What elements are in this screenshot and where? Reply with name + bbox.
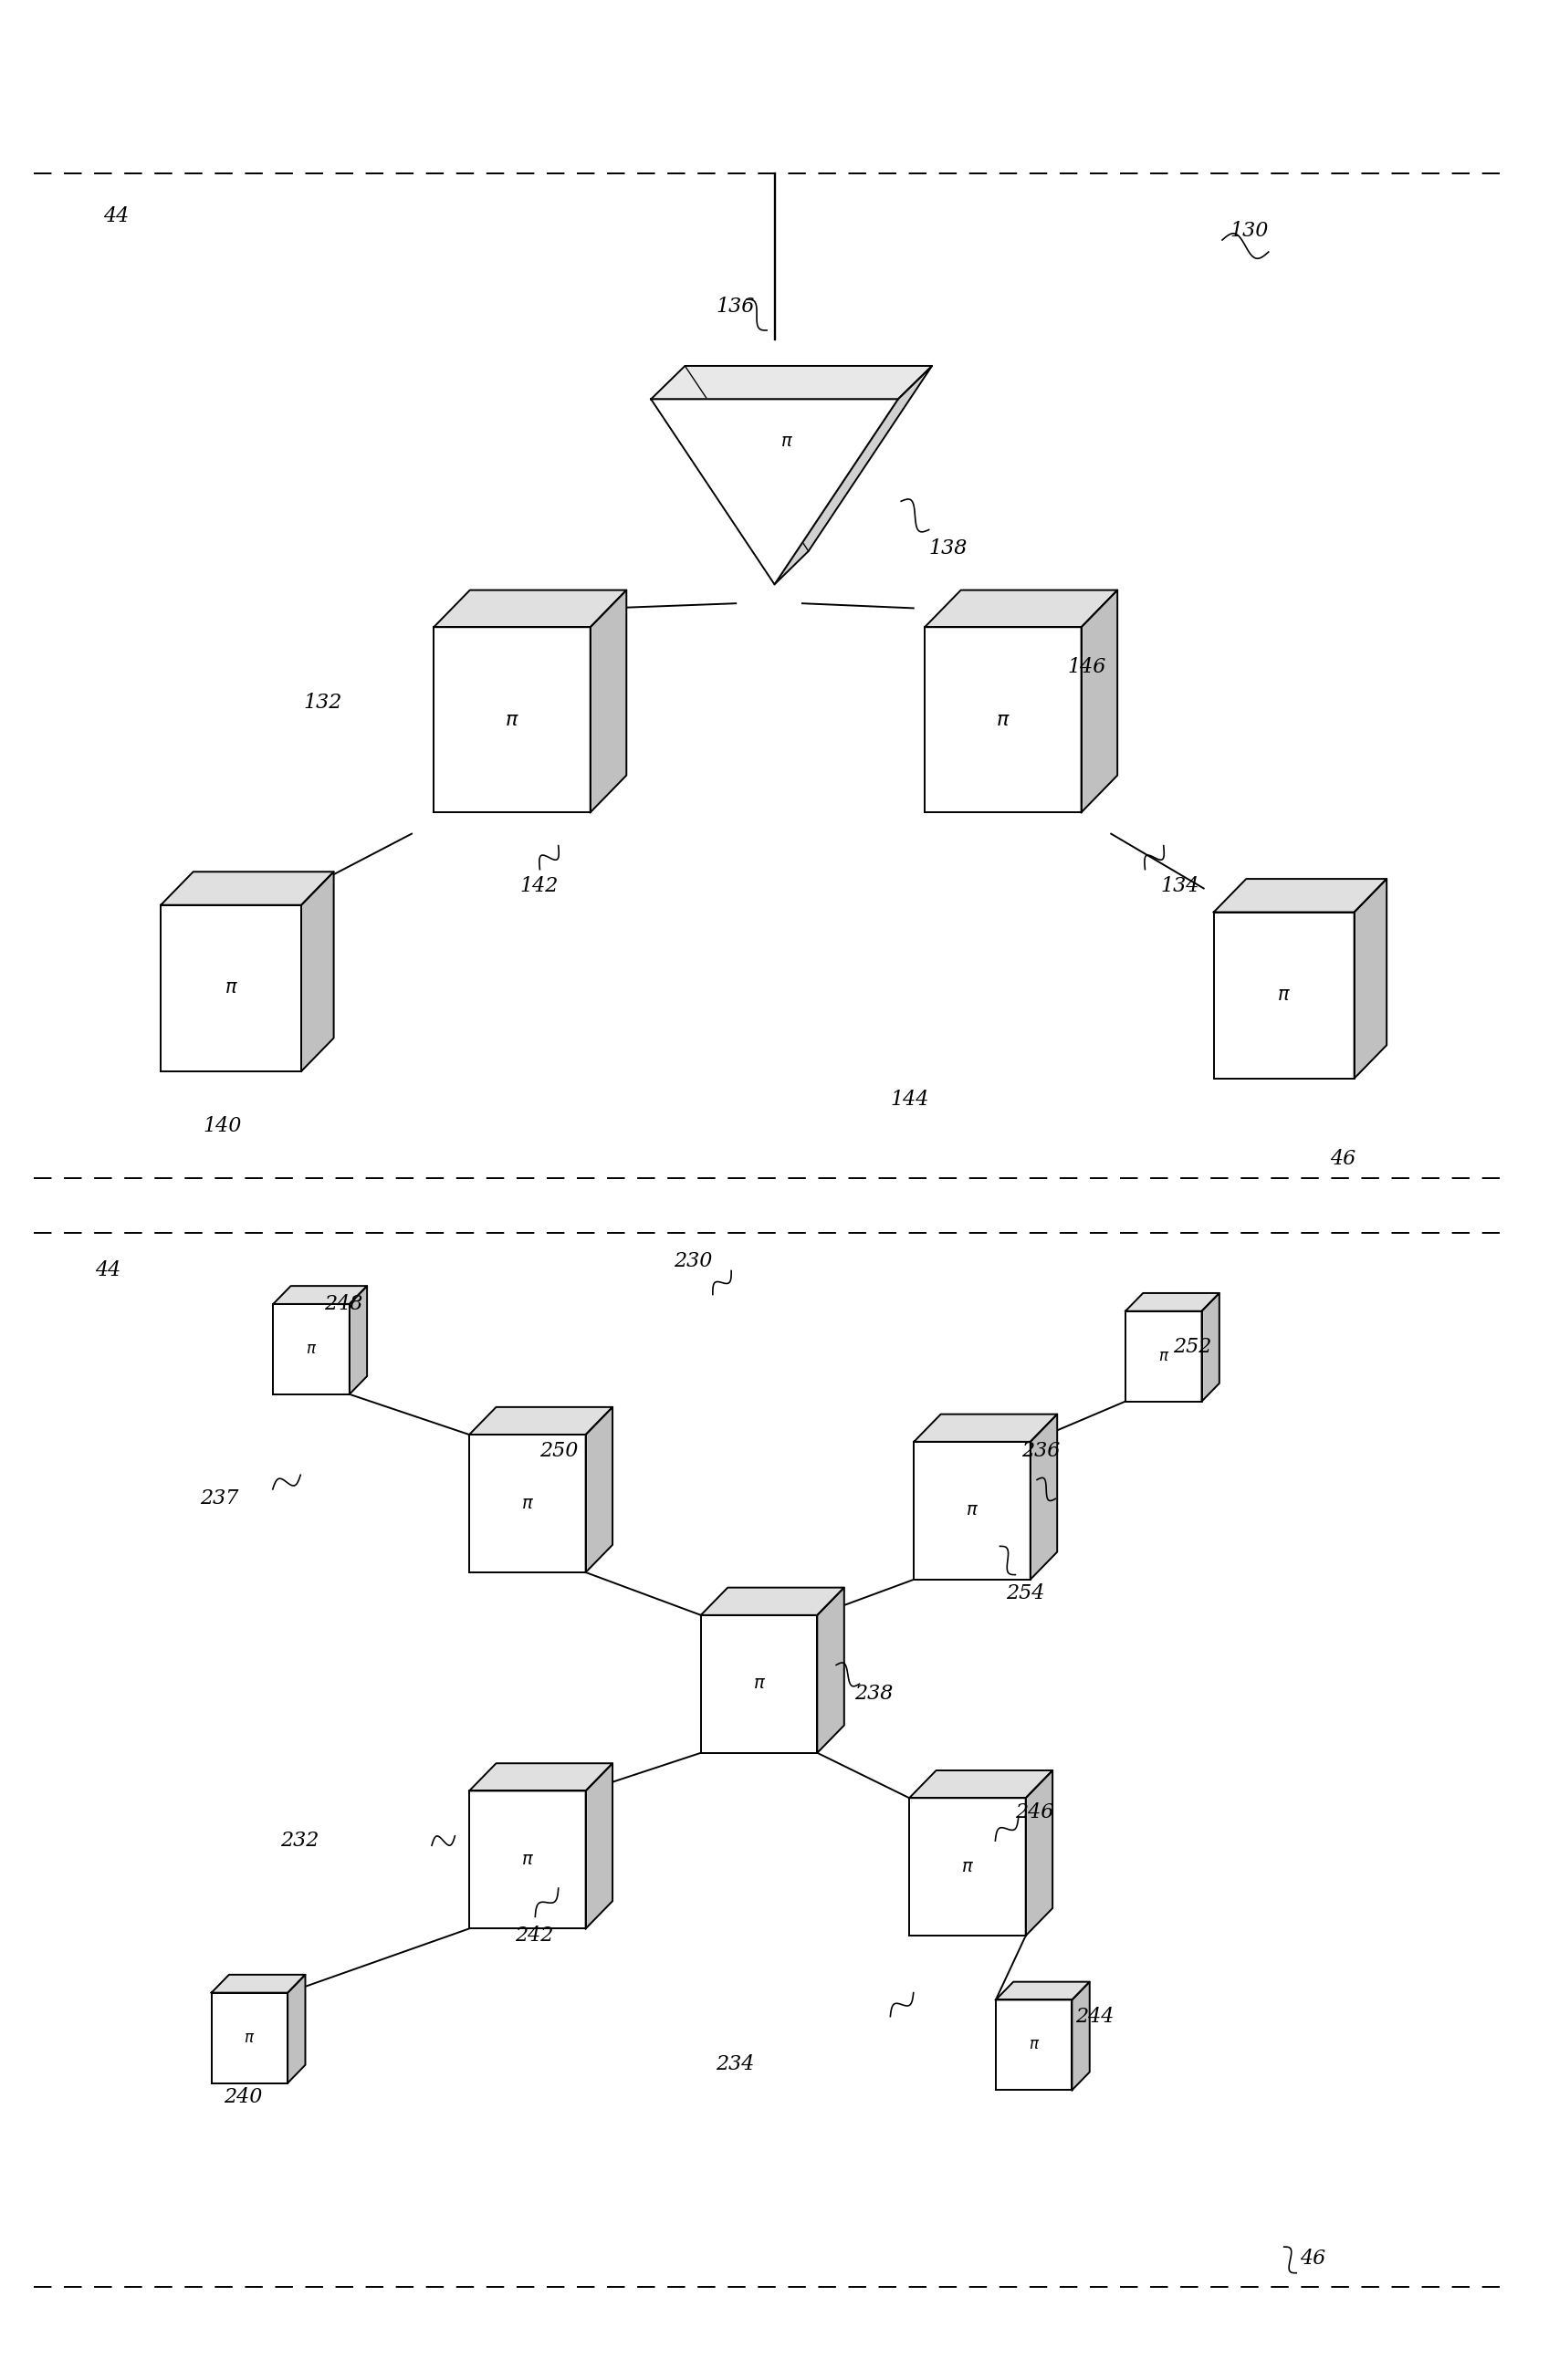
Text: $\pi$: $\pi$ (781, 433, 793, 450)
Polygon shape (590, 590, 626, 812)
Text: $\pi$: $\pi$ (245, 2030, 256, 2044)
Polygon shape (700, 1616, 818, 1752)
Text: 252: 252 (1173, 1338, 1211, 1357)
Text: 236: 236 (1021, 1442, 1060, 1461)
Text: $\pi$: $\pi$ (505, 709, 519, 731)
Polygon shape (1126, 1311, 1202, 1402)
Polygon shape (914, 1414, 1058, 1442)
Text: 242: 242 (516, 1925, 555, 1947)
Polygon shape (469, 1790, 586, 1928)
Text: 246: 246 (1015, 1802, 1053, 1823)
Polygon shape (1214, 912, 1354, 1078)
Text: 232: 232 (280, 1830, 319, 1852)
Text: 46: 46 (1300, 2249, 1326, 2268)
Text: $\pi$: $\pi$ (305, 1342, 318, 1357)
Polygon shape (161, 871, 333, 904)
Text: 254: 254 (1007, 1583, 1044, 1604)
Text: 46: 46 (1331, 1150, 1355, 1169)
Polygon shape (1072, 1983, 1089, 2090)
Polygon shape (925, 628, 1081, 812)
Polygon shape (273, 1285, 367, 1304)
Polygon shape (1214, 878, 1386, 912)
Text: $\pi$: $\pi$ (520, 1852, 534, 1868)
Polygon shape (996, 1983, 1089, 1999)
Text: 44: 44 (102, 207, 129, 226)
Polygon shape (1126, 1292, 1219, 1311)
Text: $\pi$: $\pi$ (1278, 988, 1290, 1004)
Polygon shape (1025, 1771, 1053, 1935)
Polygon shape (774, 367, 932, 585)
Polygon shape (914, 1442, 1030, 1580)
Polygon shape (586, 1764, 612, 1928)
Polygon shape (161, 904, 302, 1071)
Text: 250: 250 (539, 1442, 578, 1461)
Text: 130: 130 (1230, 221, 1269, 240)
Text: $\pi$: $\pi$ (996, 709, 1010, 731)
Text: $\pi$: $\pi$ (225, 981, 239, 997)
Text: 144: 144 (891, 1090, 929, 1109)
Polygon shape (434, 628, 590, 812)
Polygon shape (288, 1975, 305, 2082)
Polygon shape (469, 1435, 586, 1573)
Polygon shape (1354, 878, 1386, 1078)
Text: 44: 44 (94, 1261, 121, 1280)
Polygon shape (211, 1992, 288, 2082)
Polygon shape (469, 1407, 612, 1435)
Text: 138: 138 (929, 538, 968, 559)
Text: 142: 142 (520, 876, 559, 895)
Text: 132: 132 (304, 693, 342, 714)
Polygon shape (350, 1285, 367, 1395)
Polygon shape (909, 1771, 1053, 1797)
Text: 237: 237 (200, 1490, 239, 1509)
Polygon shape (302, 871, 333, 1071)
Polygon shape (1030, 1414, 1058, 1580)
Text: 244: 244 (1075, 2006, 1114, 2025)
Text: $\pi$: $\pi$ (960, 1859, 974, 1875)
Polygon shape (273, 1304, 350, 1395)
Text: 234: 234 (716, 2054, 754, 2073)
Polygon shape (700, 1587, 844, 1616)
Polygon shape (651, 400, 898, 585)
Text: 238: 238 (855, 1683, 894, 1704)
Polygon shape (1081, 590, 1117, 812)
Polygon shape (925, 590, 1117, 628)
Text: 240: 240 (223, 2087, 262, 2106)
Text: $\pi$: $\pi$ (1159, 1349, 1169, 1364)
Polygon shape (586, 1407, 612, 1573)
Polygon shape (1202, 1292, 1219, 1402)
Polygon shape (996, 1999, 1072, 2090)
Text: 146: 146 (1067, 657, 1106, 678)
Text: 134: 134 (1160, 876, 1199, 895)
Polygon shape (434, 590, 626, 628)
Text: $\pi$: $\pi$ (753, 1676, 765, 1692)
Text: 248: 248 (324, 1295, 362, 1314)
Polygon shape (818, 1587, 844, 1752)
Text: 230: 230 (674, 1252, 713, 1271)
Polygon shape (469, 1764, 612, 1790)
Polygon shape (909, 1797, 1025, 1935)
Text: 136: 136 (716, 298, 754, 317)
Text: $\pi$: $\pi$ (1029, 2037, 1039, 2052)
Text: $\pi$: $\pi$ (520, 1495, 534, 1511)
Text: $\pi$: $\pi$ (965, 1502, 979, 1518)
Polygon shape (211, 1975, 305, 1992)
Text: 140: 140 (203, 1116, 242, 1135)
Polygon shape (651, 367, 932, 400)
